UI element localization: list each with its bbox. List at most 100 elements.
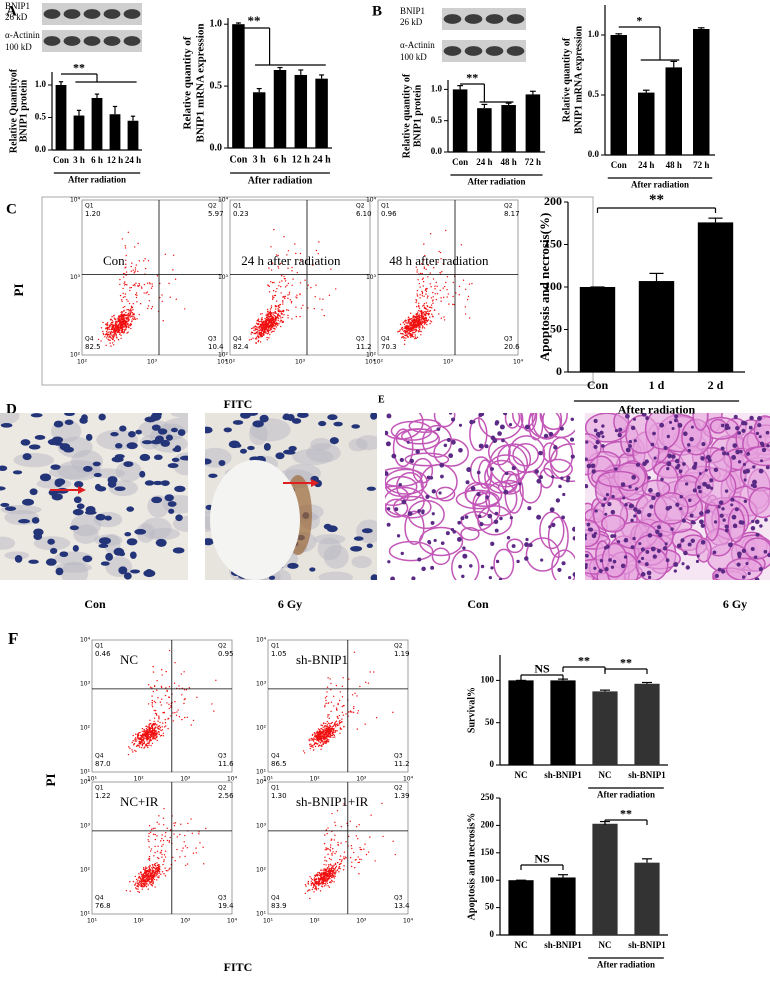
axis-tick-label: 10³ xyxy=(256,823,267,830)
event-dot xyxy=(105,337,108,339)
event-dot xyxy=(412,318,414,321)
event-dot xyxy=(365,681,367,684)
event-dot xyxy=(147,873,149,875)
alveolus-wall xyxy=(385,486,425,517)
alveolus-wall xyxy=(465,483,503,507)
event-dot xyxy=(143,735,146,737)
event-dot xyxy=(122,332,125,334)
event-dot xyxy=(138,734,140,737)
alveolus-wall xyxy=(531,413,563,440)
event-dot xyxy=(184,845,187,847)
blot-strip xyxy=(442,8,526,30)
event-dot xyxy=(321,873,323,876)
nucleus xyxy=(585,562,588,567)
nucleus xyxy=(671,426,675,430)
quadrant-name: Q1 xyxy=(381,203,390,210)
event-dot xyxy=(328,866,330,868)
event-dot xyxy=(282,301,284,303)
event-dot xyxy=(342,714,345,716)
event-dot xyxy=(421,322,423,325)
event-dot xyxy=(250,333,252,335)
quadrant-name: Q4 xyxy=(95,753,104,760)
event-dot xyxy=(137,888,139,890)
event-dot xyxy=(146,745,149,747)
event-dot xyxy=(129,881,131,883)
event-dot xyxy=(113,332,115,334)
event-dot xyxy=(308,740,310,742)
event-dot xyxy=(174,711,176,714)
nucleus xyxy=(593,566,597,570)
event-dot xyxy=(349,711,352,713)
quadrant-name: Q2 xyxy=(394,643,403,650)
event-dot xyxy=(310,286,312,289)
event-dot xyxy=(277,265,279,268)
nucleus xyxy=(64,413,75,417)
event-dot xyxy=(153,878,156,881)
alveolus-wall xyxy=(433,413,456,428)
event-dot xyxy=(338,721,341,723)
axis-tick-label: 10³ xyxy=(256,681,267,688)
nucleus xyxy=(741,548,747,553)
nucleus xyxy=(752,465,756,469)
event-dot xyxy=(446,296,448,298)
event-dot xyxy=(124,296,126,298)
nucleus xyxy=(608,558,612,562)
event-dot xyxy=(345,713,347,715)
event-dot xyxy=(347,835,350,838)
panel-label: B xyxy=(372,3,382,19)
event-dot xyxy=(135,737,137,739)
event-dot xyxy=(331,812,333,815)
event-dot xyxy=(166,827,168,829)
event-dot xyxy=(103,333,105,336)
event-dot xyxy=(152,883,154,885)
event-dot xyxy=(109,336,111,338)
nucleus xyxy=(333,421,343,427)
nucleus xyxy=(640,572,646,577)
event-dot xyxy=(141,733,144,735)
nucleus xyxy=(0,465,8,472)
blot-label: 100 kD xyxy=(400,52,427,62)
event-dot xyxy=(129,289,131,292)
axis-tick-label: 10⁴ xyxy=(70,197,81,204)
event-dot xyxy=(175,714,178,716)
alveolus-wall xyxy=(539,413,568,430)
event-dot xyxy=(160,704,163,706)
nucleus xyxy=(497,431,502,436)
nucleus xyxy=(478,413,483,418)
event-dot xyxy=(127,300,129,303)
event-dot xyxy=(134,740,136,742)
event-dot xyxy=(345,841,347,843)
event-dot xyxy=(320,878,323,880)
y-tick-label: 50 xyxy=(550,321,562,335)
event-dot xyxy=(153,717,156,719)
event-dot xyxy=(281,310,283,313)
event-dot xyxy=(151,723,154,726)
nucleus xyxy=(572,572,575,577)
event-dot xyxy=(319,890,322,892)
event-dot xyxy=(446,276,449,278)
event-dot xyxy=(125,259,127,261)
nucleus xyxy=(39,473,52,482)
event-dot xyxy=(423,313,425,315)
nucleus xyxy=(585,553,589,558)
event-dot xyxy=(415,313,417,316)
nucleus xyxy=(628,439,633,444)
event-dot xyxy=(275,254,278,256)
event-dot xyxy=(266,320,268,322)
event-dot xyxy=(453,303,455,306)
event-dot xyxy=(147,684,150,686)
event-dot xyxy=(432,266,435,269)
event-dot xyxy=(156,879,158,881)
event-dot xyxy=(425,308,427,310)
event-dot xyxy=(425,317,427,320)
event-dot xyxy=(124,329,126,332)
event-dot xyxy=(149,686,152,688)
event-dot xyxy=(334,721,337,723)
bar xyxy=(610,35,627,155)
event-dot xyxy=(158,716,160,719)
nucleus xyxy=(603,497,607,501)
event-dot xyxy=(334,866,337,869)
nucleus xyxy=(761,447,767,453)
event-dot xyxy=(148,824,151,827)
event-dot xyxy=(156,680,158,682)
